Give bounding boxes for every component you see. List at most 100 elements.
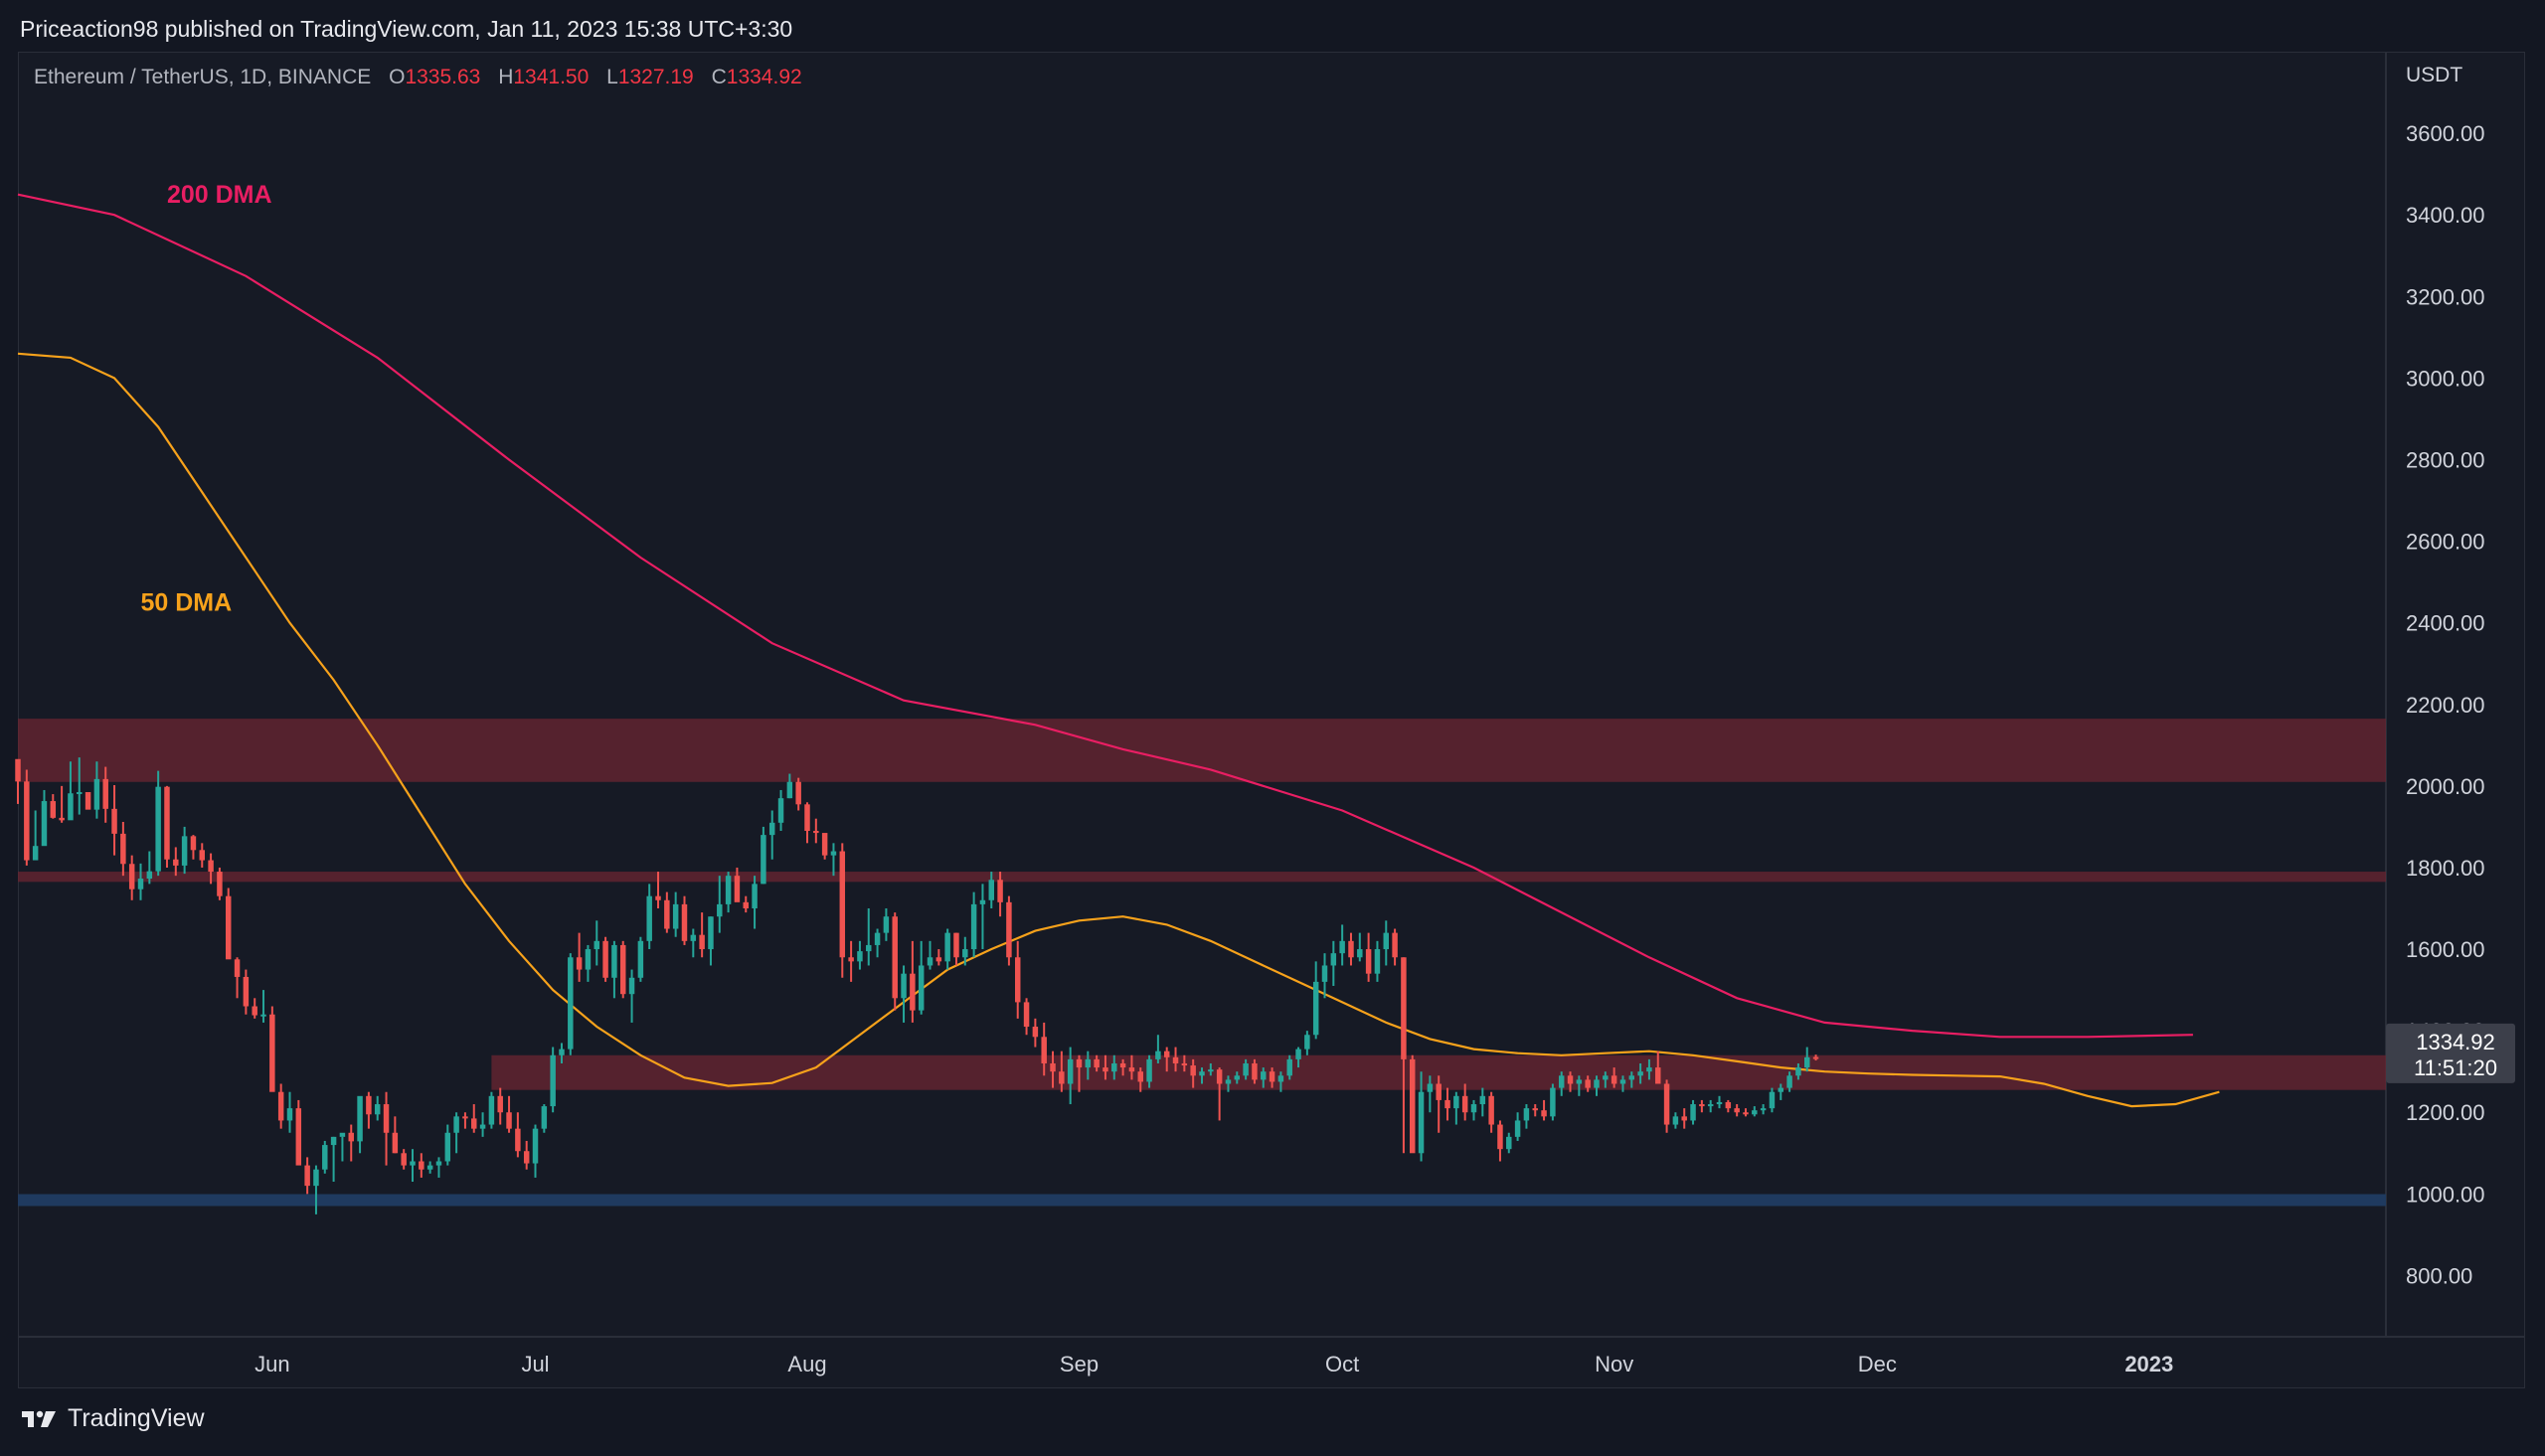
- y-tick-label: 1200.00: [2406, 1100, 2485, 1125]
- candle-body: [848, 957, 854, 962]
- candle: [164, 785, 170, 868]
- candle-body: [839, 851, 846, 958]
- candle-body: [322, 1145, 328, 1170]
- candle-body: [857, 951, 863, 962]
- candle-body: [1603, 1075, 1609, 1080]
- candle-body: [453, 1116, 459, 1133]
- candle-body: [708, 916, 714, 950]
- candle: [111, 785, 117, 856]
- candle-body: [1576, 1079, 1583, 1084]
- candle-body: [374, 1104, 381, 1115]
- candle: [366, 1091, 372, 1129]
- candle-body: [1506, 1136, 1512, 1150]
- candle-body: [1619, 1079, 1626, 1084]
- candle: [901, 965, 907, 1023]
- candle: [1321, 953, 1328, 999]
- close-value: 1334.92: [726, 66, 802, 88]
- candle: [1576, 1075, 1583, 1096]
- candle: [1690, 1099, 1696, 1125]
- candle-body: [1716, 1101, 1723, 1105]
- candle-body: [576, 957, 583, 970]
- candle-body: [137, 879, 144, 890]
- candle: [1119, 1058, 1126, 1076]
- candle-body: [988, 880, 995, 900]
- candle: [1585, 1075, 1591, 1092]
- high-label: H: [498, 66, 514, 88]
- candle: [1409, 1054, 1416, 1154]
- candle-body: [786, 781, 793, 799]
- candle-body: [813, 831, 819, 834]
- candle-body: [1277, 1075, 1284, 1082]
- candle-body: [672, 903, 679, 929]
- candle-body: [260, 1014, 266, 1017]
- candle-body: [979, 899, 986, 904]
- candle: [1261, 1067, 1267, 1088]
- resistance-zone-1: [18, 872, 2386, 883]
- dma50-annotation: 50 DMA: [141, 588, 233, 616]
- candle: [85, 792, 91, 810]
- candle: [1050, 1051, 1056, 1088]
- candle: [1594, 1075, 1600, 1096]
- candle-body: [927, 957, 933, 966]
- candle-body: [190, 836, 197, 851]
- candle: [944, 928, 950, 970]
- candle-body: [1707, 1104, 1714, 1107]
- candle: [1427, 1075, 1434, 1113]
- candle: [664, 891, 670, 933]
- candle-body: [1023, 1002, 1030, 1028]
- candle: [988, 872, 995, 908]
- candle: [488, 1091, 495, 1129]
- candle-body: [1261, 1071, 1267, 1080]
- symbol-label[interactable]: Ethereum / TetherUS, 1D, BINANCE: [34, 66, 372, 88]
- candle-body: [1137, 1071, 1143, 1082]
- candle: [1172, 1047, 1179, 1072]
- candle: [1006, 895, 1012, 966]
- open-value: 1335.63: [405, 66, 481, 88]
- candle: [1795, 1062, 1801, 1080]
- candle-body: [628, 977, 635, 995]
- candle: [725, 872, 732, 913]
- x-tick-label: Sep: [1060, 1352, 1099, 1376]
- candle: [1436, 1075, 1442, 1133]
- tradingview-brand[interactable]: TradingView: [20, 1404, 205, 1433]
- candle: [128, 855, 135, 900]
- candle-body: [664, 899, 670, 929]
- candle: [1041, 1022, 1047, 1076]
- candle-body: [24, 781, 30, 861]
- candle-body: [1032, 1027, 1039, 1038]
- candle-body: [277, 1091, 284, 1121]
- candle-body: [743, 901, 749, 908]
- candle: [479, 1112, 486, 1137]
- candle: [1716, 1095, 1723, 1109]
- candle: [768, 810, 775, 860]
- candle: [1059, 1051, 1065, 1092]
- candle: [1094, 1054, 1100, 1072]
- candle: [348, 1124, 354, 1162]
- candle-body: [970, 903, 977, 950]
- candle: [795, 777, 801, 811]
- candle: [1277, 1071, 1284, 1092]
- candle-body: [602, 940, 608, 978]
- candle: [435, 1157, 442, 1178]
- candle-body: [1269, 1071, 1275, 1082]
- candle: [295, 1099, 302, 1166]
- candle: [426, 1161, 433, 1174]
- candle: [1286, 1054, 1292, 1080]
- candle: [419, 1153, 424, 1178]
- y-tick-label: 3600.00: [2406, 121, 2485, 146]
- candle: [1778, 1083, 1784, 1100]
- candle-body: [1497, 1124, 1503, 1150]
- y-tick-label: 2000.00: [2406, 774, 2485, 799]
- low-value: 1327.19: [617, 66, 694, 88]
- candle-body: [1181, 1062, 1188, 1066]
- candle: [374, 1095, 381, 1121]
- candle-body: [1050, 1062, 1056, 1072]
- candle-body: [997, 880, 1003, 902]
- candle: [1357, 932, 1363, 962]
- candle-body: [515, 1128, 521, 1152]
- candle: [848, 940, 854, 982]
- candle-body: [269, 1014, 275, 1092]
- candle: [611, 940, 617, 999]
- candle-body: [330, 1136, 337, 1146]
